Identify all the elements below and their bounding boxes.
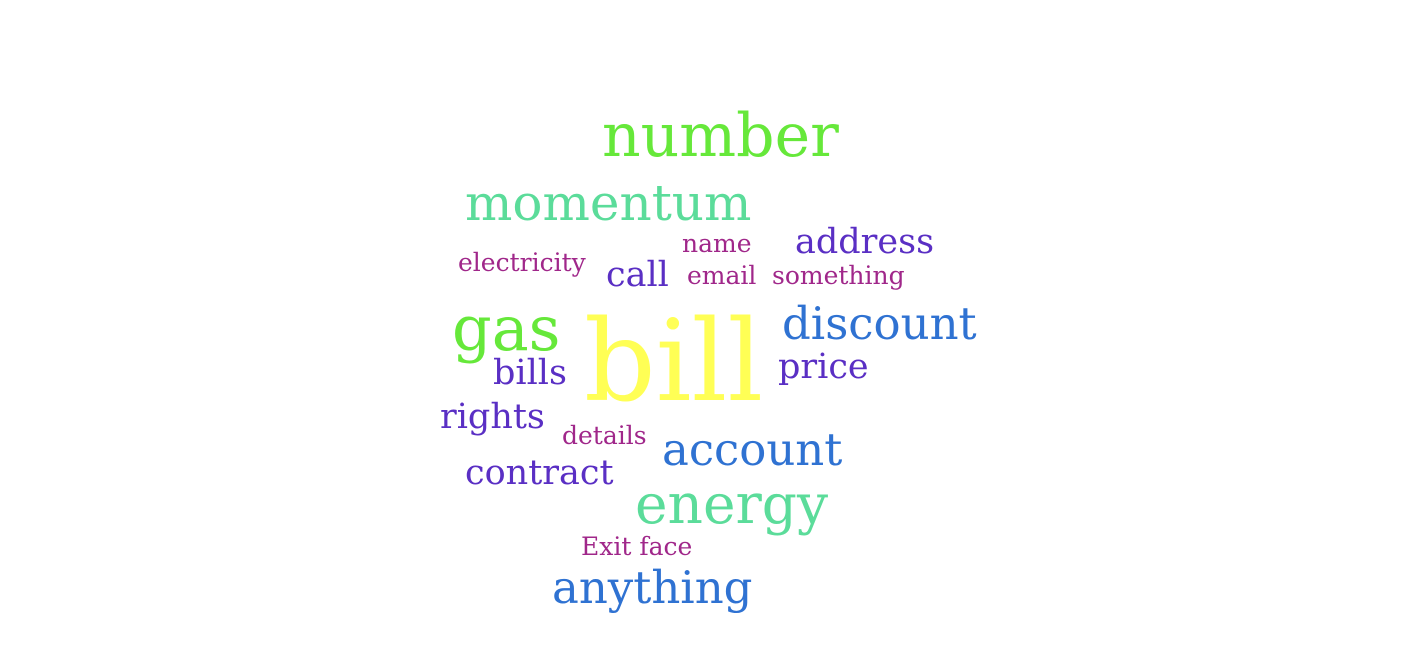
word-electricity: electricity [458,248,586,277]
word-discount: discount [782,297,977,350]
word-price: price [778,347,869,387]
word-address: address [795,222,935,262]
word-email: email [687,261,757,290]
word-gas: gas [452,292,561,365]
word-something: something [772,261,905,290]
word-name: name [682,229,752,258]
word-momentum: momentum [465,174,752,232]
word-call: call [606,255,669,295]
word-account: account [662,423,843,476]
word-details: details [562,421,647,450]
word-bills: bills [493,353,567,393]
word-number: number [602,101,839,171]
word-exit-face: Exit face [581,532,693,561]
word-contract: contract [465,453,614,493]
word-energy: energy [635,472,829,536]
word-anything: anything [552,561,753,614]
word-bill: bill [584,297,764,427]
word-rights: rights [440,397,545,437]
